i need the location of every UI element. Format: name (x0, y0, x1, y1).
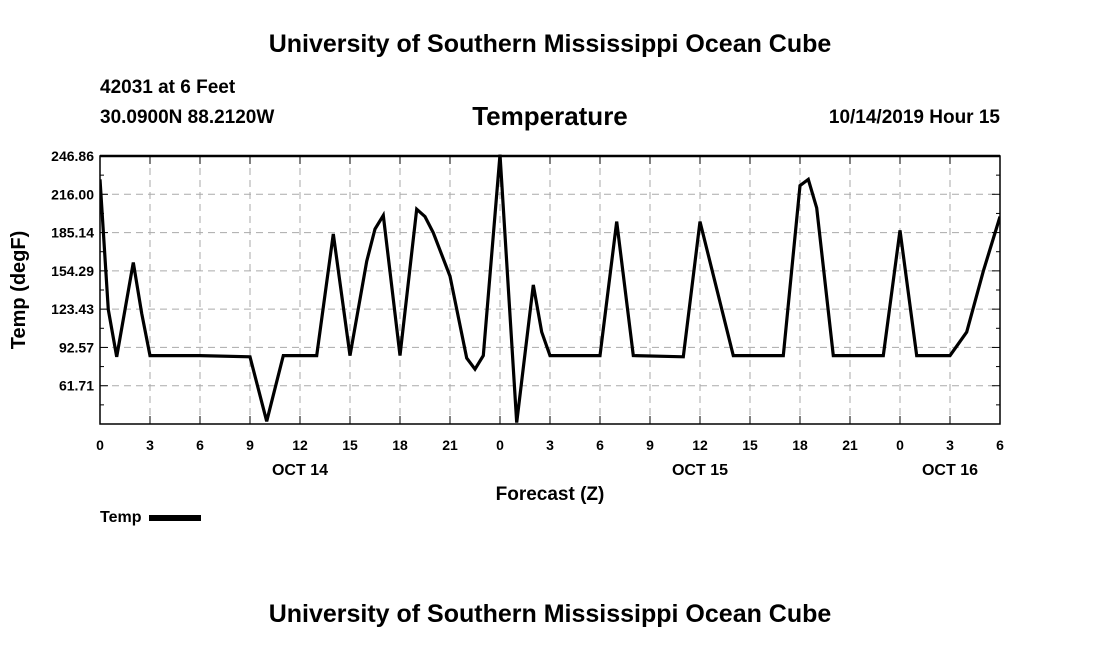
x-tick-label: 12 (692, 437, 708, 453)
date-label: OCT 16 (922, 462, 978, 479)
legend-label: Temp (100, 509, 142, 526)
date-label: OCT 15 (672, 462, 728, 479)
y-tick-label: 246.86 (51, 148, 94, 164)
x-tick-label: 3 (146, 437, 154, 453)
x-axis-label: Forecast (Z) (496, 484, 605, 505)
legend-line-swatch (149, 515, 202, 521)
y-tick-label: 216.00 (51, 186, 94, 202)
y-tick-label: 123.43 (51, 301, 94, 317)
forecast-datetime: 10/14/2019 Hour 15 (828, 107, 1000, 128)
x-tick-label: 12 (292, 437, 308, 453)
x-tick-label: 0 (96, 437, 104, 453)
x-tick-label: 9 (646, 437, 654, 453)
tick-layer: 246.86 216.00 185.14 154.29 123.43 92.57 61.71… (51, 148, 1004, 479)
temp-series-line (100, 154, 1000, 423)
x-tick-label: 9 (246, 437, 254, 453)
x-tick-label: 6 (996, 437, 1004, 453)
x-tick-label: 6 (596, 437, 604, 453)
station-label: 42031 at 6 Feet (100, 77, 236, 98)
y-tick-label: 154.29 (51, 263, 94, 279)
y-tick-label: 185.14 (51, 225, 94, 241)
x-tick-label: 0 (496, 437, 504, 453)
x-tick-label: 3 (546, 437, 554, 453)
y-tick-label: 92.57 (59, 339, 94, 355)
x-tick-label: 18 (392, 437, 408, 453)
footer-title: University of Southern Mississippi Ocean… (268, 600, 832, 628)
y-tick-label: 61.71 (59, 378, 94, 394)
legend: Temp (100, 509, 202, 527)
x-tick-label: 21 (842, 437, 858, 453)
chart-title: Temperature (0, 101, 1100, 132)
grid-layer (100, 156, 1000, 424)
x-tick-label: 15 (742, 437, 758, 453)
date-label: OCT 14 (272, 462, 328, 479)
x-tick-label: 6 (196, 437, 204, 453)
x-tick-label: 18 (792, 437, 808, 453)
main-title: University of Southern Mississippi Ocean… (268, 30, 832, 58)
x-tick-label: 21 (442, 437, 458, 453)
chart-title-text: Temperature (472, 101, 628, 131)
station-coordinates: 30.0900N 88.2120W (100, 107, 275, 128)
x-tick-label: 3 (946, 437, 954, 453)
y-axis-label: Temp (degF) (8, 231, 30, 350)
x-tick-label: 15 (342, 437, 358, 453)
x-tick-label: 0 (896, 437, 904, 453)
